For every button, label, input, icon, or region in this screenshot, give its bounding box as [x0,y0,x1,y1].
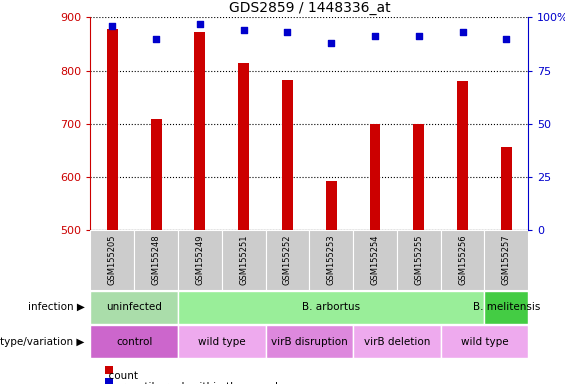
Bar [221,230,266,290]
Bar [441,325,528,358]
Bar [441,230,485,290]
Text: genotype/variation ▶: genotype/variation ▶ [0,337,85,347]
Point [414,33,423,40]
Bar [457,81,468,230]
Text: wild type: wild type [198,337,246,347]
Bar [485,291,528,324]
Text: percentile rank within the sample: percentile rank within the sample [102,382,284,384]
Text: GSM155257: GSM155257 [502,235,511,285]
Bar [90,230,134,290]
Text: GSM155249: GSM155249 [195,235,205,285]
Bar [107,29,118,230]
Bar [370,124,380,230]
Bar [414,124,424,230]
Bar [134,230,178,290]
Text: wild type: wild type [460,337,508,347]
Text: GSM155253: GSM155253 [327,235,336,285]
Text: infection ▶: infection ▶ [28,302,85,312]
Text: GSM155254: GSM155254 [371,235,380,285]
Bar [266,325,353,358]
Text: GSM155256: GSM155256 [458,235,467,285]
Bar [194,32,205,230]
Bar [310,230,353,290]
Bar [90,325,178,358]
Bar [90,291,178,324]
Bar [178,325,266,358]
Bar [501,147,512,230]
Title: GDS2859 / 1448336_at: GDS2859 / 1448336_at [228,1,390,15]
Text: GSM155255: GSM155255 [414,235,423,285]
Text: count: count [102,371,138,381]
Text: GSM155205: GSM155205 [108,235,117,285]
Bar [238,63,249,230]
Bar [178,291,485,324]
Text: control: control [116,337,153,347]
Bar [326,181,337,230]
Text: B. melitensis: B. melitensis [473,302,540,312]
Point [195,21,205,27]
Bar [353,230,397,290]
Bar [397,230,441,290]
Text: GSM155252: GSM155252 [283,235,292,285]
Text: virB disruption: virB disruption [271,337,347,347]
Point [327,40,336,46]
Text: virB deletion: virB deletion [364,337,430,347]
Bar [282,79,293,230]
Text: GSM155248: GSM155248 [151,235,160,285]
Point [283,29,292,35]
Bar [151,119,162,230]
Point [108,23,117,29]
Text: B. arbortus: B. arbortus [302,302,360,312]
Point [458,29,467,35]
Bar [178,230,221,290]
Text: uninfected: uninfected [106,302,162,312]
Point [239,27,248,33]
Text: GSM155251: GSM155251 [239,235,248,285]
Bar [353,325,441,358]
Point [151,36,160,42]
Bar [485,230,528,290]
Point [371,33,380,40]
Point [502,36,511,42]
Bar [266,230,310,290]
